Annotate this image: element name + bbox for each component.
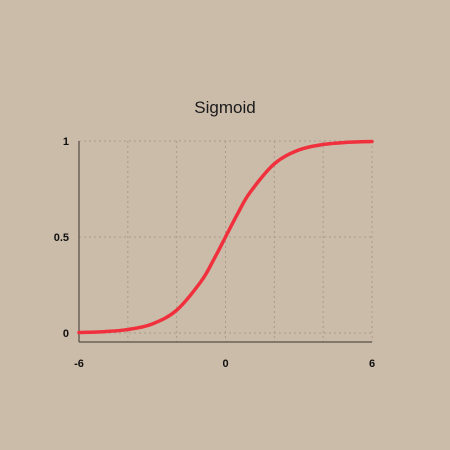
x-tick-label: -6 (74, 358, 84, 370)
tick-layer: -6 0 6 0 0.5 1 (54, 136, 375, 370)
series-layer (77, 139, 374, 335)
x-tick-label: 6 (369, 358, 375, 370)
chart-title: Sigmoid (194, 98, 255, 117)
y-tick-label: 0.5 (54, 232, 69, 244)
y-tick-label: 1 (63, 136, 69, 148)
sigmoid-series-line (77, 139, 374, 335)
axis-layer (78, 141, 372, 343)
grid-layer (79, 140, 373, 342)
x-tick-label: 0 (222, 358, 228, 370)
y-tick-label: 0 (63, 328, 69, 340)
